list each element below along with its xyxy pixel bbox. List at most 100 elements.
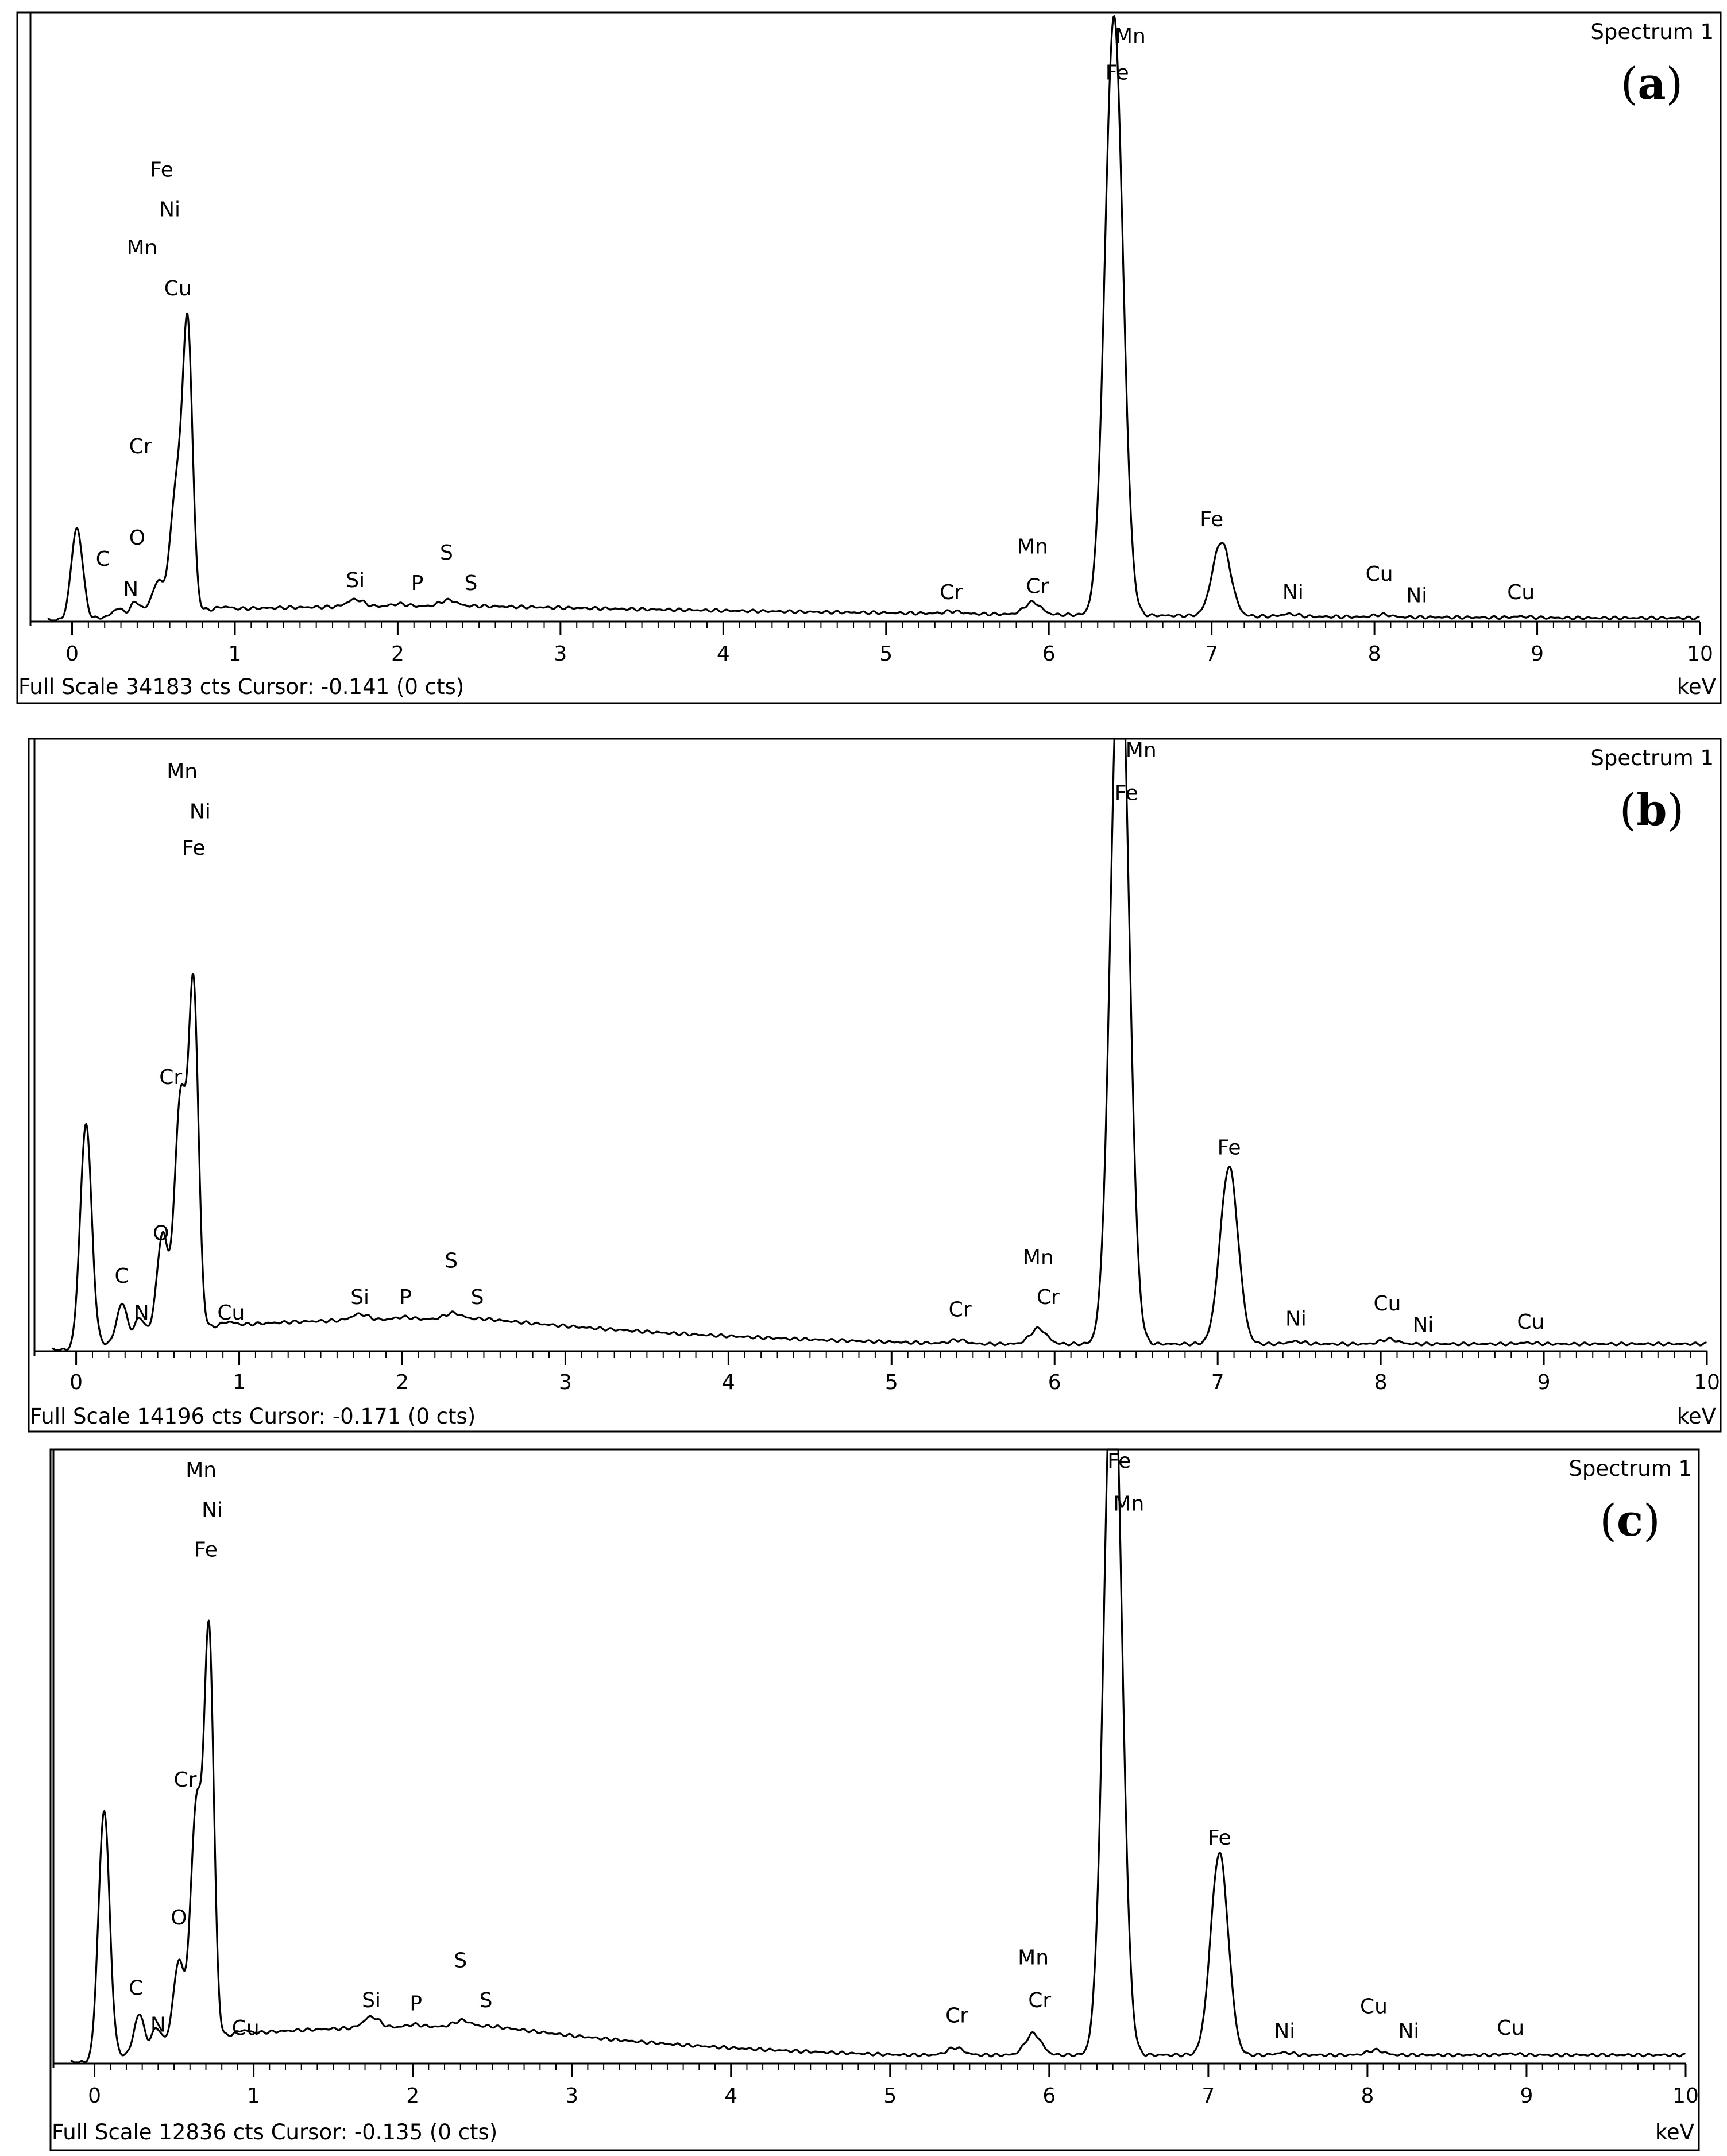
element-label-s: S	[480, 1989, 493, 2012]
element-label-fe: Fe	[1200, 508, 1223, 531]
x-tick-label: 10	[1672, 2084, 1699, 2108]
element-label-ni: Ni	[1412, 1313, 1434, 1337]
element-label-fe: Fe	[1106, 61, 1129, 84]
element-label-mn: Mn	[126, 236, 157, 260]
panel-frame	[28, 738, 1722, 1433]
spectrum-title: Spectrum 1	[1590, 20, 1714, 44]
x-tick-label: 8	[1361, 2084, 1374, 2108]
x-tick-label: 7	[1211, 1371, 1224, 1394]
element-label-fe: Fe	[182, 836, 206, 860]
x-tick-label: 4	[722, 1371, 735, 1394]
element-label-cr: Cr	[1026, 574, 1049, 598]
element-label-cr: Cr	[1028, 1989, 1051, 2012]
element-label-mn: Mn	[167, 760, 198, 784]
element-label-ni: Ni	[1282, 581, 1304, 604]
element-label-mn: Mn	[1113, 1492, 1144, 1516]
x-tick-label: 2	[396, 1371, 409, 1394]
element-label-cr: Cr	[1037, 1286, 1060, 1309]
x-tick-label: 9	[1531, 642, 1544, 666]
element-label-ni: Ni	[1406, 584, 1427, 607]
element-label-si: Si	[350, 1286, 369, 1309]
element-label-p: P	[399, 1286, 412, 1309]
element-label-fe: Fe	[1107, 1449, 1131, 1473]
element-label-c: C	[115, 1264, 129, 1288]
element-label-ni: Ni	[1274, 2019, 1295, 2043]
x-tick-label: 6	[1042, 2084, 1056, 2108]
x-tick-label: 0	[65, 642, 79, 666]
panel-label: (a)	[1621, 58, 1683, 109]
element-label-fe: Fe	[194, 1538, 218, 1562]
x-tick-label: 10	[1687, 642, 1713, 666]
full-scale-readout: Full Scale 34183 cts Cursor: -0.141 (0 c…	[18, 674, 464, 699]
x-tick-label: 5	[885, 1371, 898, 1394]
spectrum-line	[51, 738, 1707, 1351]
spectrum-panel-c: 0 1 2 3 4 5 6 7 8 9 10 Mn Ni Fe Cr O CN Cu Si P SS Cr Mn Cr Fe Mn…	[49, 1448, 1700, 2151]
element-label-cr: Cr	[945, 2004, 968, 2028]
element-label-p: P	[411, 572, 424, 595]
element-label-cu: Cu	[164, 277, 192, 300]
element-label-s: S	[440, 541, 453, 565]
element-label-ni: Ni	[202, 1498, 223, 1522]
x-tick-label: 1	[247, 2084, 260, 2108]
element-label-cu: Cu	[1497, 2016, 1524, 2040]
x-tick-label: 5	[879, 642, 893, 666]
x-tick-label: 8	[1368, 642, 1381, 666]
x-tick-label: 9	[1537, 1371, 1551, 1394]
element-label-o: O	[171, 1906, 187, 1930]
element-label-n: N	[150, 2014, 166, 2037]
element-label-mn: Mn	[1115, 25, 1146, 48]
element-label-s: S	[465, 572, 478, 595]
panel-label: (b)	[1620, 784, 1684, 835]
element-label-cu: Cu	[1517, 1310, 1544, 1334]
element-label-s: S	[445, 1249, 458, 1272]
x-unit-label: keV	[1677, 674, 1716, 699]
x-unit-label: keV	[1655, 2120, 1694, 2145]
x-tick-label: 7	[1201, 2084, 1215, 2108]
panel-frame	[49, 1448, 1700, 2151]
x-tick-label: 1	[229, 642, 242, 666]
element-label-mn: Mn	[1017, 535, 1048, 559]
element-label-c: C	[129, 1977, 143, 2000]
x-tick-label: 9	[1520, 2084, 1533, 2108]
element-label-fe: Fe	[1218, 1136, 1241, 1160]
x-unit-label: keV	[1677, 1404, 1716, 1429]
x-tick-label: 10	[1694, 1371, 1720, 1394]
element-label-fe: Fe	[150, 159, 173, 182]
element-label-cu: Cu	[1373, 1292, 1401, 1316]
spectrum-title: Spectrum 1	[1590, 746, 1714, 770]
x-tick-label: 2	[406, 2084, 419, 2108]
element-label-cu: Cu	[1507, 581, 1535, 604]
element-label-mn: Mn	[1018, 1946, 1049, 1969]
x-tick-label: 1	[233, 1371, 246, 1394]
panel-label: (c)	[1599, 1495, 1660, 1546]
element-label-cr: Cr	[174, 1768, 197, 1792]
x-tick-label: 8	[1374, 1371, 1388, 1394]
x-tick-label: 3	[559, 1371, 572, 1394]
x-tick-label: 7	[1205, 642, 1218, 666]
element-label-ni: Ni	[159, 198, 180, 221]
spectrum-line	[70, 1448, 1686, 2064]
x-tick-label: 4	[717, 642, 730, 666]
spectrum-title: Spectrum 1	[1568, 1456, 1692, 1481]
x-tick-label: 5	[883, 2084, 897, 2108]
element-label-mn: Mn	[1126, 739, 1157, 762]
element-label-cu: Cu	[217, 1301, 245, 1325]
element-label-n: N	[123, 578, 138, 601]
element-label-fe: Fe	[1208, 1826, 1231, 1850]
x-tick-label: 3	[565, 2084, 578, 2108]
element-label-si: Si	[362, 1989, 381, 2012]
x-tick-label: 4	[724, 2084, 737, 2108]
element-label-p: P	[409, 1992, 422, 2015]
full-scale-readout: Full Scale 12836 cts Cursor: -0.135 (0 c…	[52, 2120, 497, 2145]
element-label-fe: Fe	[1115, 781, 1138, 805]
spectrum-panel-b: 0 1 2 3 4 5 6 7 8 9 10 Mn Ni Fe Cr OCN Cu Si P SS Cr Mn Cr Mn Fe…	[28, 738, 1722, 1433]
element-label-s: S	[454, 1949, 467, 1973]
x-tick-label: 2	[391, 642, 404, 666]
element-label-cr: Cr	[940, 581, 963, 604]
element-label-cu: Cu	[1366, 562, 1393, 586]
element-label-cu: Cu	[232, 2016, 260, 2040]
element-label-c: C	[96, 547, 110, 571]
element-label-o: O	[153, 1221, 169, 1245]
